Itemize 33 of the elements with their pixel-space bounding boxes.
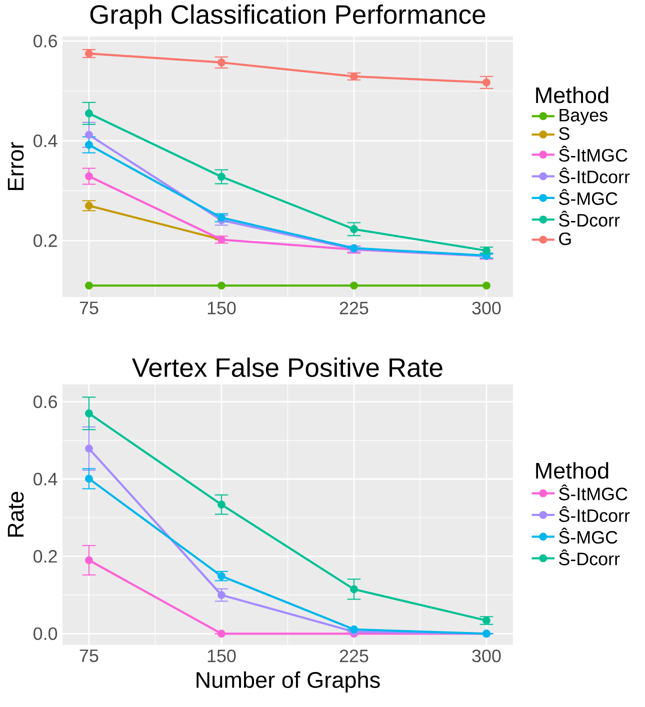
x-tick-label: 150 bbox=[208, 302, 236, 314]
legend-label: Ŝ-Dcorr bbox=[559, 549, 620, 566]
y-tick-label: 0.4 bbox=[34, 134, 58, 148]
chart-title: Graph Classification Performance bbox=[90, 4, 486, 30]
y-tick-label: 0.4 bbox=[34, 472, 58, 486]
y-axis-title: Rate bbox=[8, 492, 24, 537]
legend-label: Ŝ-ItDcorr bbox=[559, 506, 630, 522]
x-tick-label: 150 bbox=[208, 650, 236, 662]
y-tick-label: 0.2 bbox=[34, 550, 58, 563]
x-tick-label: 225 bbox=[340, 302, 368, 314]
legend-title: Method bbox=[536, 86, 608, 104]
y-tick-label: 0.6 bbox=[34, 34, 58, 48]
chart-title: Vertex False Positive Rate bbox=[132, 358, 443, 378]
legend-label: Ŝ-ItDcorr bbox=[559, 167, 630, 184]
legend-label: Bayes bbox=[560, 108, 608, 126]
legend-label: Ŝ-ItMGC bbox=[559, 484, 628, 500]
legend-label: Ŝ-MGC bbox=[559, 189, 618, 205]
legend-label: S bbox=[559, 127, 570, 140]
legend-label: G bbox=[559, 232, 572, 246]
legend-label: Ŝ-ItMGC bbox=[559, 146, 628, 162]
y-axis-title: Error bbox=[8, 142, 24, 190]
legend-title: Method bbox=[536, 462, 608, 479]
legend-label: Ŝ-Dcorr bbox=[559, 210, 620, 227]
x-tick-label: 225 bbox=[340, 650, 368, 662]
legend-label: Ŝ-MGC bbox=[559, 528, 618, 544]
y-tick-label: 0.2 bbox=[34, 234, 58, 247]
x-tick-label: 300 bbox=[472, 650, 501, 662]
y-tick-label: 0.6 bbox=[34, 395, 58, 408]
x-tick-label: 75 bbox=[80, 302, 98, 314]
x-tick-label: 300 bbox=[472, 302, 501, 314]
x-tick-label: 75 bbox=[80, 650, 98, 662]
y-tick-label: 0.0 bbox=[34, 627, 58, 640]
x-axis-title: Number of Graphs bbox=[196, 671, 380, 692]
